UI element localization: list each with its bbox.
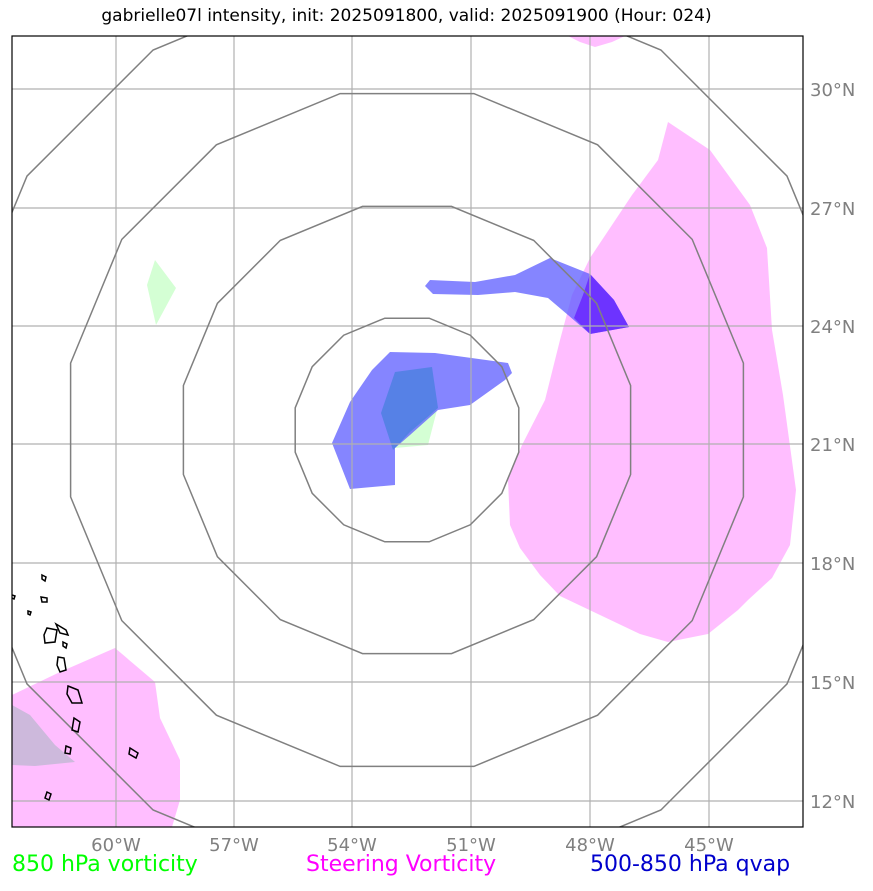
island — [43, 627, 58, 644]
map-content — [12, 36, 803, 827]
island — [66, 684, 84, 704]
lat-tick-label: 12°N — [810, 792, 855, 813]
range-ring-2 — [182, 205, 632, 655]
range-ring-1 — [294, 317, 520, 543]
steering-vorticity-area-east — [508, 122, 796, 642]
legend-qvap: 500-850 hPa qvap — [590, 852, 791, 877]
map-title: gabrielle07l intensity, init: 2025091800… — [101, 6, 712, 26]
island — [56, 656, 67, 673]
island — [64, 744, 72, 755]
longitude-tick-labels: 60°W 57°W 54°W 51°W 48°W 45°W — [91, 835, 734, 856]
island — [62, 640, 68, 650]
lat-tick-label: 15°N — [810, 673, 855, 694]
island — [40, 596, 48, 603]
lon-tick-label: 54°W — [327, 835, 377, 856]
island — [54, 622, 70, 637]
vorticity-850-patch-west — [147, 260, 176, 325]
range-rings — [12, 36, 803, 827]
steering-vorticity-area-southwest — [12, 648, 180, 827]
legend-steering-vorticity: Steering Vorticity — [306, 852, 497, 877]
lat-tick-label: 21°N — [810, 435, 855, 456]
steering-overlap-southwest — [12, 705, 75, 766]
lon-tick-label: 48°W — [565, 835, 615, 856]
legend-850-hpa-vorticity: 850 hPa vorticity — [12, 852, 198, 877]
latitude-tick-labels: 30°N 27°N 24°N 21°N 18°N 15°N 12°N — [810, 80, 855, 813]
island — [128, 746, 139, 760]
gridlines — [12, 36, 803, 827]
qvap-core-center — [381, 367, 438, 450]
island — [71, 716, 81, 733]
lon-tick-label: 60°W — [91, 835, 141, 856]
qvap-overlap-northeast — [574, 274, 629, 334]
lon-tick-label: 45°W — [684, 835, 734, 856]
map-frame — [11, 35, 804, 828]
coastline-islands — [12, 573, 139, 802]
steering-vorticity-area-north — [568, 36, 625, 47]
island — [27, 609, 32, 617]
range-ring-3 — [69, 92, 745, 768]
lat-tick-label: 18°N — [810, 554, 855, 575]
island — [44, 790, 52, 802]
lat-tick-label: 27°N — [810, 199, 855, 220]
range-ring-4 — [12, 36, 803, 827]
lat-tick-label: 30°N — [810, 80, 855, 101]
lat-tick-label: 24°N — [810, 317, 855, 338]
island — [12, 594, 16, 601]
lon-tick-label: 57°W — [209, 835, 259, 856]
island — [41, 573, 47, 583]
lon-tick-label: 51°W — [446, 835, 496, 856]
